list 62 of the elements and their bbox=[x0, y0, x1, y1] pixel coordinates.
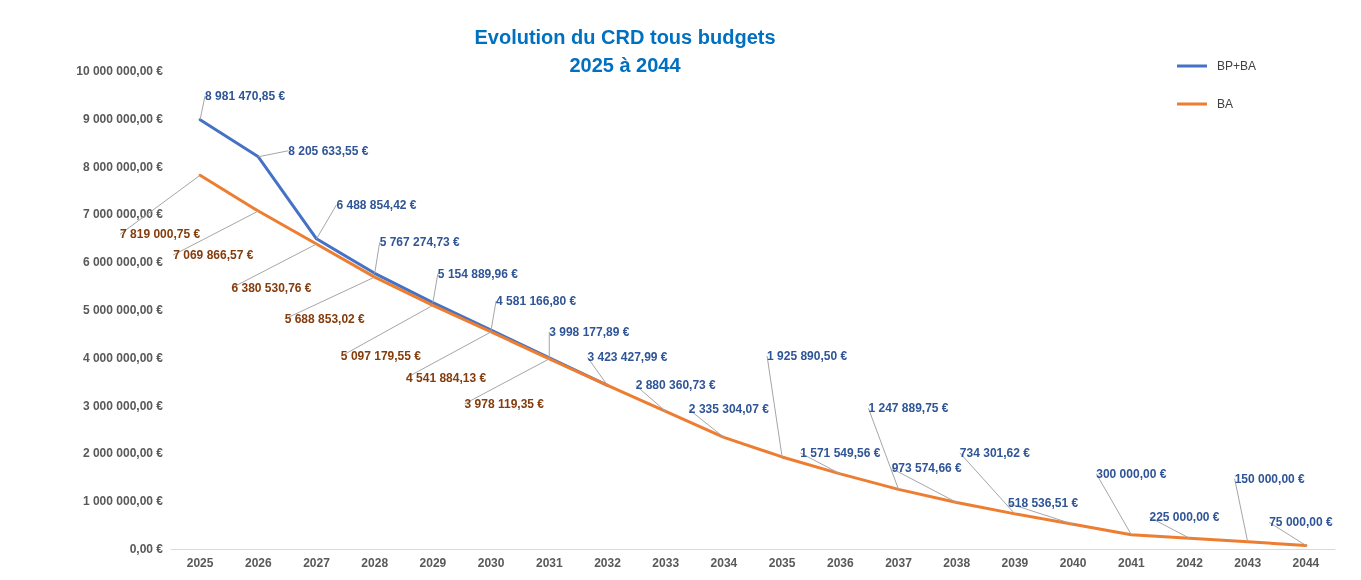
data-label: 5 767 274,73 € bbox=[379, 235, 461, 250]
data-label: 6 380 530,76 € bbox=[231, 281, 312, 296]
y-tick-label: 2 000 000,00 € bbox=[82, 446, 164, 461]
data-label: 8 981 470,85 € bbox=[205, 88, 286, 103]
data-label: 7 819 000,75 € bbox=[120, 227, 201, 242]
y-tick-label: 0,00 € bbox=[129, 542, 164, 556]
x-tick-label: 2031 bbox=[535, 556, 563, 570]
data-label: 225 000,00 € bbox=[1149, 510, 1220, 525]
x-tick-label: 2028 bbox=[361, 556, 389, 570]
x-tick-label: 2036 bbox=[826, 556, 854, 570]
data-label: 5 097 179,55 € bbox=[340, 349, 422, 364]
chart-title: Evolution du CRD tous budgets bbox=[474, 26, 776, 48]
x-tick-label: 2026 bbox=[244, 556, 272, 570]
x-tick-label: 2037 bbox=[885, 556, 913, 570]
data-label: 2 335 304,07 € bbox=[688, 402, 770, 417]
data-label: 3 423 427,99 € bbox=[587, 350, 668, 365]
x-tick-label: 2027 bbox=[303, 556, 331, 570]
data-label: 1 571 549,56 € bbox=[800, 445, 881, 460]
y-tick-label: 9 000 000,00 € bbox=[82, 111, 164, 126]
data-label: 2 880 360,73 € bbox=[635, 378, 717, 393]
x-tick-label: 2029 bbox=[419, 556, 447, 570]
x-tick-label: 2038 bbox=[943, 556, 971, 570]
x-tick-label: 2043 bbox=[1234, 556, 1262, 570]
x-tick-label: 2025 bbox=[186, 556, 214, 570]
legend-label: BA bbox=[1216, 97, 1233, 111]
x-tick-label: 2033 bbox=[652, 556, 680, 570]
data-label: 4 541 884,13 € bbox=[406, 370, 487, 385]
data-label: 75 000,00 € bbox=[1269, 515, 1333, 530]
legend-label: BP+BA bbox=[1216, 59, 1257, 73]
data-label: 1 247 889,75 € bbox=[868, 401, 949, 416]
data-label: 518 536,51 € bbox=[1008, 496, 1079, 511]
data-label: 5 154 889,96 € bbox=[437, 266, 519, 281]
x-tick-label: 2034 bbox=[710, 556, 738, 570]
x-tick-label: 2042 bbox=[1176, 556, 1204, 570]
y-tick-label: 8 000 000,00 € bbox=[82, 159, 164, 174]
y-tick-label: 4 000 000,00 € bbox=[82, 350, 164, 365]
y-tick-label: 10 000 000,00 € bbox=[76, 64, 164, 78]
data-label: 4 581 166,80 € bbox=[496, 294, 577, 309]
data-label: 3 978 119,35 € bbox=[464, 396, 545, 411]
x-tick-label: 2035 bbox=[768, 556, 796, 570]
x-tick-label: 2030 bbox=[477, 556, 505, 570]
data-label: 150 000,00 € bbox=[1234, 471, 1306, 486]
x-tick-label: 2039 bbox=[1001, 556, 1029, 570]
y-tick-label: 7 000 000,00 € bbox=[82, 207, 164, 222]
data-label: 973 574,66 € bbox=[891, 461, 963, 476]
x-tick-label: 2032 bbox=[594, 556, 622, 570]
data-label: 5 688 853,02 € bbox=[284, 312, 366, 327]
y-tick-label: 3 000 000,00 € bbox=[82, 398, 164, 413]
chart-subtitle: 2025 à 2044 bbox=[569, 54, 682, 76]
data-label: 734 301,62 € bbox=[959, 445, 1031, 460]
data-label: 3 998 177,89 € bbox=[549, 324, 630, 339]
y-tick-label: 5 000 000,00 € bbox=[82, 303, 164, 317]
data-label: 1 925 890,50 € bbox=[767, 348, 848, 363]
x-tick-label: 2040 bbox=[1059, 556, 1087, 570]
y-tick-label: 6 000 000,00 € bbox=[82, 255, 164, 270]
data-label: 7 069 866,57 € bbox=[173, 248, 254, 263]
data-label: 300 000,00 € bbox=[1096, 466, 1167, 481]
x-tick-label: 2044 bbox=[1292, 556, 1320, 570]
x-tick-label: 2041 bbox=[1117, 556, 1145, 570]
data-label: 8 205 633,55 € bbox=[288, 143, 369, 158]
y-tick-label: 1 000 000,00 € bbox=[82, 494, 164, 509]
data-label: 6 488 854,42 € bbox=[336, 197, 417, 212]
